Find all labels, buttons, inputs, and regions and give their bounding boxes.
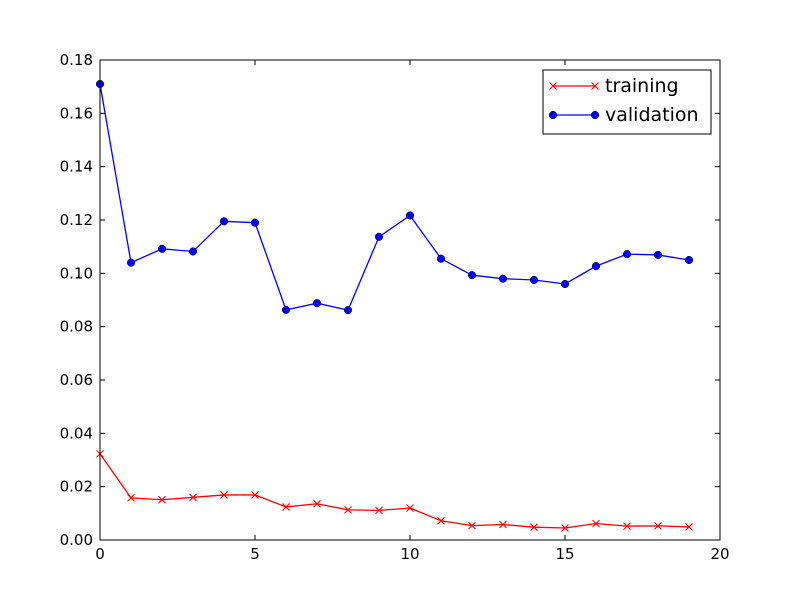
data-point-training-18 [654,521,662,530]
data-point-training-17 [623,522,631,531]
data-point-validation-8 [343,306,353,315]
data-point-validation-14 [529,275,539,285]
y-tick-label: 0.02 [60,478,93,496]
y-tick-label: 0.12 [60,211,93,229]
data-point-training-19 [685,523,693,531]
legend-label-training: training [605,75,679,97]
data-point-validation-1 [126,258,136,267]
x-tick-label: 15 [555,545,574,563]
y-tick-label: 0.06 [60,371,93,389]
data-point-validation-7 [312,299,322,308]
legend-marker-training [549,82,557,90]
y-tick-label: 0.16 [60,104,93,122]
data-point-validation-17 [622,250,632,259]
data-point-validation-15 [560,279,570,289]
x-tick-label: 0 [95,545,105,563]
data-point-training-7 [313,499,321,508]
data-point-training-9 [375,506,383,515]
y-tick-label: 0.08 [60,318,93,336]
series-line-validation [99,83,690,311]
data-point-validation-12 [467,271,477,280]
y-tick-label: 0.00 [60,531,93,549]
plot-area [95,79,694,532]
x-tick-label: 10 [400,545,419,563]
data-point-training-13 [499,520,507,529]
series-line-training [99,453,690,529]
data-point-training-12 [468,521,476,530]
data-point-training-2 [158,495,166,504]
data-point-training-3 [189,493,197,502]
data-point-training-5 [251,491,259,499]
data-point-validation-16 [591,262,601,271]
data-point-training-16 [592,519,600,528]
data-point-training-1 [127,493,135,502]
legend-marker-training [591,82,599,90]
data-point-validation-4 [219,217,229,226]
data-point-validation-2 [157,244,167,253]
data-point-validation-9 [374,232,384,241]
data-point-training-11 [437,516,445,525]
y-tick-label: 0.10 [60,264,93,282]
data-point-training-14 [530,523,538,532]
data-point-validation-13 [498,274,508,283]
x-tick-label: 5 [250,545,260,563]
legend-box [542,69,712,135]
y-tick-label: 0.14 [60,158,93,176]
data-point-validation-18 [653,250,663,259]
data-point-training-6 [282,503,290,511]
data-point-validation-11 [436,254,446,263]
axes: 0 5 10 15 20 0.00 0.02 0.04 0.06 0.08 0.10 0.12 0.14… [60,51,730,563]
data-point-validation-3 [188,247,198,256]
x-tick-label: 20 [710,545,729,563]
data-point-training-4 [220,491,228,499]
legend-marker-validation [590,110,600,120]
data-point-training-15 [561,524,569,532]
data-point-validation-6 [281,305,291,314]
y-tick-label: 0.04 [60,424,93,442]
data-point-training-10 [406,504,414,512]
data-point-training-8 [344,505,352,514]
legend-marker-validation [548,110,558,120]
legend-label-validation: validation [605,104,699,126]
data-point-validation-5 [250,218,260,227]
y-tick-label: 0.18 [60,51,93,69]
legend: training validation [542,69,712,135]
data-point-validation-19 [684,255,694,265]
data-point-validation-10 [405,211,415,220]
